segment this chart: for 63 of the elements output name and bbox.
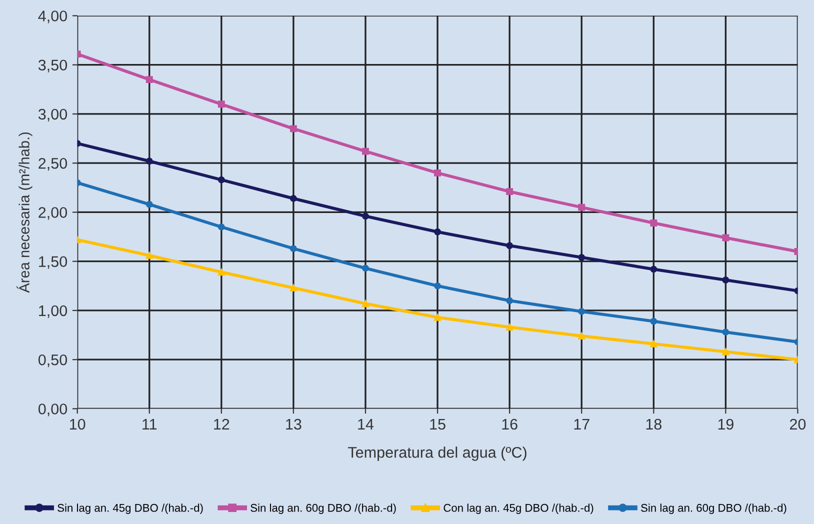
x-tick-label: 13 (286, 418, 302, 430)
x-tick-label: 10 (70, 418, 86, 430)
x-tick-label: 12 (214, 418, 230, 430)
point (650, 220, 658, 226)
x-tick-label: 14 (358, 419, 374, 430)
point (506, 242, 514, 250)
point (650, 318, 658, 325)
point (506, 188, 514, 196)
y-tick-label: 1,00 (39, 305, 68, 318)
x-axis-title: Temperatura del agua (ºC) (348, 446, 526, 461)
point (290, 194, 297, 202)
legend-label: Sin lag an. 60g DBO /(hab.-d) (641, 504, 786, 514)
point (434, 314, 441, 321)
point (578, 308, 586, 315)
point (578, 254, 586, 261)
x-tick-label: 17 (574, 419, 590, 430)
point (650, 266, 658, 273)
line-series (77, 236, 798, 364)
legend-label: Sin lag an. 60g DBO /(hab.-d) (250, 504, 396, 514)
y-tick-label: 2,50 (38, 158, 68, 171)
x-tick-label: 15 (430, 419, 446, 430)
point (146, 76, 153, 84)
y-axis-title: Área necesaria (m²/hab.) (16, 132, 32, 293)
point (722, 234, 730, 242)
point (218, 100, 225, 108)
point (362, 212, 369, 220)
point (218, 176, 225, 184)
point (722, 276, 730, 284)
point (362, 300, 369, 308)
point (362, 264, 369, 272)
legend-label: Con lag an. 45g DBO /(hab.-d) (444, 504, 594, 514)
point (578, 204, 586, 211)
y-tick-label: 3,50 (38, 60, 68, 72)
legend-label: Sin lag an. 45g DBO /(hab.-d) (58, 504, 203, 514)
point (290, 284, 297, 292)
point (506, 324, 514, 331)
point (506, 297, 514, 304)
point (290, 245, 297, 252)
point (146, 158, 153, 165)
y-tick-label: 3,00 (38, 108, 68, 122)
point (434, 169, 441, 176)
y-tick-label: 0,50 (38, 354, 68, 368)
point (362, 148, 369, 155)
point (434, 282, 441, 290)
point (650, 340, 658, 348)
x-tick-label: 11 (142, 419, 157, 430)
y-tick-label: 2,00 (38, 207, 68, 220)
point (434, 228, 441, 236)
x-tick-label: 20 (790, 418, 806, 430)
point (146, 252, 153, 259)
x-tick-label: 19 (718, 418, 734, 430)
point (218, 223, 225, 230)
point (722, 328, 730, 336)
point (290, 125, 297, 132)
point (146, 200, 153, 208)
x-tick-label: 16 (502, 418, 518, 430)
point (722, 348, 730, 356)
y-tick-label: 1,50 (39, 256, 68, 269)
point (218, 268, 225, 276)
point (578, 332, 586, 340)
y-tick-label: 4,00 (38, 10, 68, 24)
y-tick-label: 0,00 (38, 404, 68, 416)
x-tick-label: 18 (646, 418, 662, 430)
